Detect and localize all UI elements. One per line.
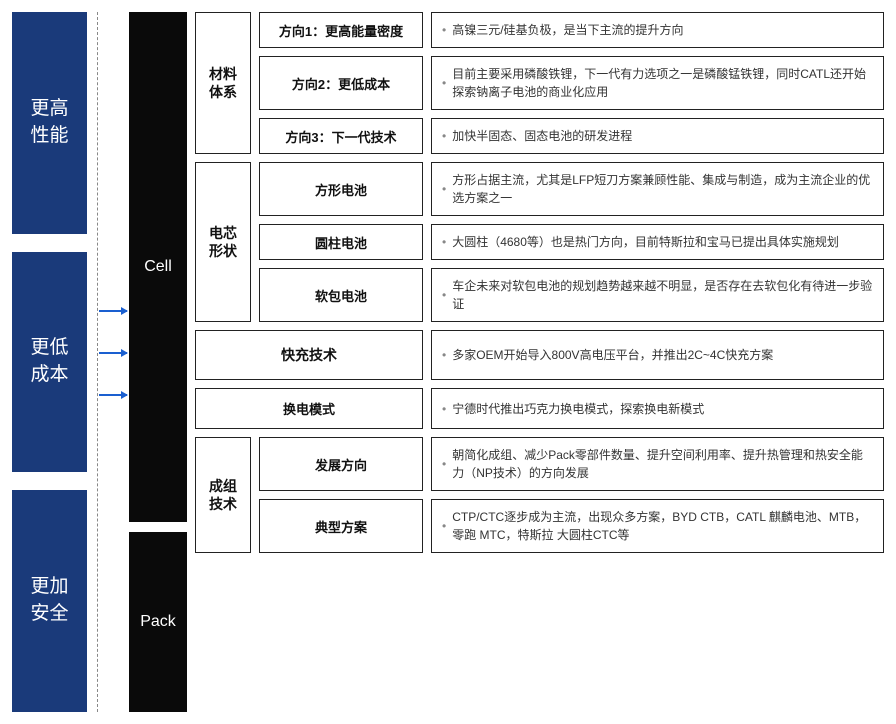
shape-pouch-text: 车企未来对软包电池的规划趋势越来越不明显，是否存在去软包化有待进一步验证 — [452, 277, 873, 313]
group-shape: 电芯 形状 方形电池 • 方形占据主流，尤其是LFP短刀方案兼顾性能、集成与制造，… — [195, 162, 884, 322]
bullet-icon: • — [442, 400, 446, 418]
material-row-3: 方向3：下一代技术 • 加快半固态、固态电池的研发进程 — [259, 118, 884, 154]
arrow-icon — [99, 394, 127, 396]
bullet-icon: • — [442, 74, 446, 92]
shape-prismatic-desc: • 方形占据主流，尤其是LFP短刀方案兼顾性能、集成与制造，成为主流企业的优选方案… — [431, 162, 884, 216]
shape-cylindrical-desc: • 大圆柱（4680等）也是热门方向，目前特斯拉和宝马已提出具体实施规划 — [431, 224, 884, 260]
pack-direction-text: 朝简化成组、减少Pack零部件数量、提升空间利用率、提升热管理和热安全能力（NP… — [452, 446, 873, 482]
bullet-icon: • — [442, 180, 446, 198]
category-material: 材料 体系 — [195, 12, 251, 154]
material-dir3-text: 加快半固态、固态电池的研发进程 — [452, 127, 632, 145]
material-dir2-label: 方向2：更低成本 — [259, 56, 423, 110]
swap-desc: • 宁德时代推出巧克力换电模式，探索换电新模式 — [431, 388, 884, 429]
material-rows: 方向1：更高能量密度 • 高镍三元/硅基负极，是当下主流的提升方向 方向2：更低成… — [259, 12, 884, 154]
pack-tech-rows: 发展方向 • 朝简化成组、减少Pack零部件数量、提升空间利用率、提升热管理和热安… — [259, 437, 884, 553]
goal-column: 更高 性能 更低 成本 更加 安全 — [12, 12, 87, 712]
category-pack-tech: 成组 技术 — [195, 437, 251, 553]
pack-typical-label: 典型方案 — [259, 499, 423, 553]
swap-label: 换电模式 — [195, 388, 423, 429]
goal-cost-label: 更低 成本 — [30, 335, 68, 388]
shape-row-2: 圆柱电池 • 大圆柱（4680等）也是热门方向，目前特斯拉和宝马已提出具体实施规划 — [259, 224, 884, 260]
goal-cost: 更低 成本 — [12, 252, 87, 472]
level-cell: Cell — [129, 12, 187, 522]
goal-safety: 更加 安全 — [12, 490, 87, 712]
group-pack-tech: 成组 技术 发展方向 • 朝简化成组、减少Pack零部件数量、提升空间利用率、提升… — [195, 437, 884, 553]
shape-row-3: 软包电池 • 车企未来对软包电池的规划趋势越来越不明显，是否存在去软包化有待进一步… — [259, 268, 884, 322]
shape-prismatic-text: 方形占据主流，尤其是LFP短刀方案兼顾性能、集成与制造，成为主流企业的优选方案之… — [452, 171, 873, 207]
divider-column — [97, 12, 129, 712]
level-pack-label: Pack — [140, 613, 176, 631]
row-swap: 换电模式 • 宁德时代推出巧克力换电模式，探索换电新模式 — [195, 388, 884, 429]
swap-text: 宁德时代推出巧克力换电模式，探索换电新模式 — [452, 400, 704, 418]
pack-direction-label: 发展方向 — [259, 437, 423, 491]
category-pack-tech-label: 成组 技术 — [209, 477, 237, 513]
material-dir1-desc: • 高镍三元/硅基负极，是当下主流的提升方向 — [431, 12, 884, 48]
material-dir2-text: 目前主要采用磷酸铁锂，下一代有力选项之一是磷酸锰铁锂，同时CATL还开始探索钠离… — [452, 65, 873, 101]
arrow-icon — [99, 352, 127, 354]
level-cell-label: Cell — [144, 258, 172, 276]
pack-tech-row-1: 发展方向 • 朝简化成组、减少Pack零部件数量、提升空间利用率、提升热管理和热安… — [259, 437, 884, 491]
bullet-icon: • — [442, 455, 446, 473]
goal-performance-label: 更高 性能 — [30, 96, 68, 149]
bullet-icon: • — [442, 517, 446, 535]
material-dir2-desc: • 目前主要采用磷酸铁锂，下一代有力选项之一是磷酸锰铁锂，同时CATL还开始探索钠… — [431, 56, 884, 110]
fast-charge-text: 多家OEM开始导入800V高电压平台，并推出2C~4C快充方案 — [452, 346, 773, 364]
bullet-icon: • — [442, 233, 446, 251]
bullet-icon: • — [442, 127, 446, 145]
category-material-label: 材料 体系 — [209, 65, 237, 101]
bullet-icon: • — [442, 286, 446, 304]
category-shape: 电芯 形状 — [195, 162, 251, 322]
shape-row-1: 方形电池 • 方形占据主流，尤其是LFP短刀方案兼顾性能、集成与制造，成为主流企业… — [259, 162, 884, 216]
fast-charge-label: 快充技术 — [195, 330, 423, 380]
goal-safety-label: 更加 安全 — [30, 574, 68, 627]
arrow-icon — [99, 310, 127, 312]
level-column: Cell Pack — [129, 12, 187, 712]
pack-typical-text: CTP/CTC逐步成为主流，出现众多方案，BYD CTB，CATL 麒麟电池、M… — [452, 508, 873, 544]
level-pack: Pack — [129, 532, 187, 712]
pack-typical-desc: • CTP/CTC逐步成为主流，出现众多方案，BYD CTB，CATL 麒麟电池、… — [431, 499, 884, 553]
material-dir3-label: 方向3：下一代技术 — [259, 118, 423, 154]
bullet-icon: • — [442, 346, 446, 364]
row-fast-charge: 快充技术 • 多家OEM开始导入800V高电压平台，并推出2C~4C快充方案 — [195, 330, 884, 380]
material-dir1-label: 方向1：更高能量密度 — [259, 12, 423, 48]
material-row-1: 方向1：更高能量密度 • 高镍三元/硅基负极，是当下主流的提升方向 — [259, 12, 884, 48]
category-shape-label: 电芯 形状 — [209, 224, 237, 260]
shape-cylindrical-text: 大圆柱（4680等）也是热门方向，目前特斯拉和宝马已提出具体实施规划 — [452, 233, 839, 251]
material-dir3-desc: • 加快半固态、固态电池的研发进程 — [431, 118, 884, 154]
pack-tech-row-2: 典型方案 • CTP/CTC逐步成为主流，出现众多方案，BYD CTB，CATL … — [259, 499, 884, 553]
shape-prismatic-label: 方形电池 — [259, 162, 423, 216]
material-row-2: 方向2：更低成本 • 目前主要采用磷酸铁锂，下一代有力选项之一是磷酸锰铁锂，同时C… — [259, 56, 884, 110]
shape-rows: 方形电池 • 方形占据主流，尤其是LFP短刀方案兼顾性能、集成与制造，成为主流企业… — [259, 162, 884, 322]
bullet-icon: • — [442, 21, 446, 39]
fast-charge-desc: • 多家OEM开始导入800V高电压平台，并推出2C~4C快充方案 — [431, 330, 884, 380]
group-material: 材料 体系 方向1：更高能量密度 • 高镍三元/硅基负极，是当下主流的提升方向 方… — [195, 12, 884, 154]
material-dir1-text: 高镍三元/硅基负极，是当下主流的提升方向 — [452, 21, 683, 39]
pack-direction-desc: • 朝简化成组、减少Pack零部件数量、提升空间利用率、提升热管理和热安全能力（N… — [431, 437, 884, 491]
diagram-root: 更高 性能 更低 成本 更加 安全 Cell Pack 材料 体系 方向1：更高… — [0, 0, 896, 724]
shape-pouch-label: 软包电池 — [259, 268, 423, 322]
goal-performance: 更高 性能 — [12, 12, 87, 234]
shape-cylindrical-label: 圆柱电池 — [259, 224, 423, 260]
shape-pouch-desc: • 车企未来对软包电池的规划趋势越来越不明显，是否存在去软包化有待进一步验证 — [431, 268, 884, 322]
content-area: 材料 体系 方向1：更高能量密度 • 高镍三元/硅基负极，是当下主流的提升方向 方… — [195, 12, 884, 712]
